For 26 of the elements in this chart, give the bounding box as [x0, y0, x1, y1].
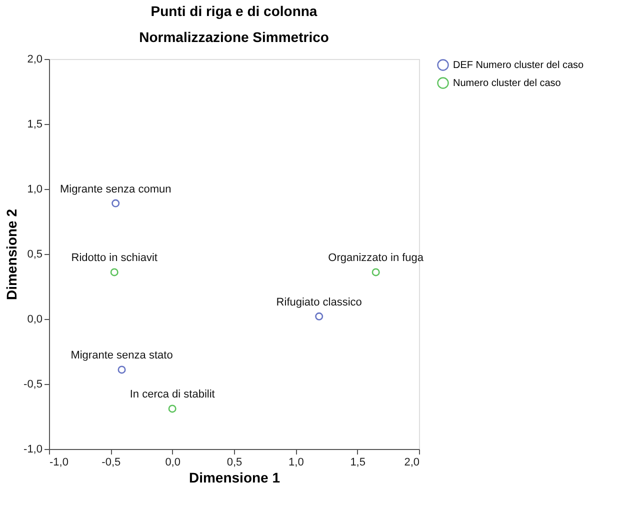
y-tick-label: 0,5: [27, 248, 42, 260]
y-tick-label: -0,5: [24, 378, 42, 390]
y-axis-title: Dimensione 2: [4, 208, 20, 300]
annotation: Rifugiato classico: [276, 296, 362, 308]
annotation: Ridotto in schiavit: [71, 252, 158, 264]
x-tick-label: 2,0: [404, 456, 420, 468]
chart-subtitle: Normalizzazione Simmetrico: [139, 29, 329, 45]
y-tick-label: 1,5: [27, 118, 42, 130]
x-tick-label: -1,0: [50, 456, 68, 468]
x-tick-label: 1,0: [288, 456, 304, 468]
y-tick-label: -1,0: [24, 444, 42, 456]
y-tick-label: 2,0: [27, 54, 42, 66]
x-tick-label: 1,5: [350, 456, 366, 468]
y-tick-label: 0,0: [27, 314, 42, 326]
legend-label: Numero cluster del caso: [453, 78, 562, 89]
annotation: In cerca di stabilit: [130, 388, 215, 401]
x-tick-label: -0,5: [102, 456, 121, 468]
x-axis-title: Dimensione 1: [188, 470, 280, 486]
annotation: Migrante senza comun: [60, 183, 172, 196]
x-tick-label: 0,5: [226, 456, 242, 468]
annotation: Organizzato in fuga: [328, 252, 424, 264]
legend-label: DEF Numero cluster del caso: [453, 60, 584, 71]
x-tick-label: 0,0: [165, 456, 180, 468]
y-tick-label: 1,0: [27, 184, 42, 196]
chart-title: Punti di riga e di colonna: [150, 3, 318, 19]
annotation: Migrante senza stato: [70, 350, 173, 362]
